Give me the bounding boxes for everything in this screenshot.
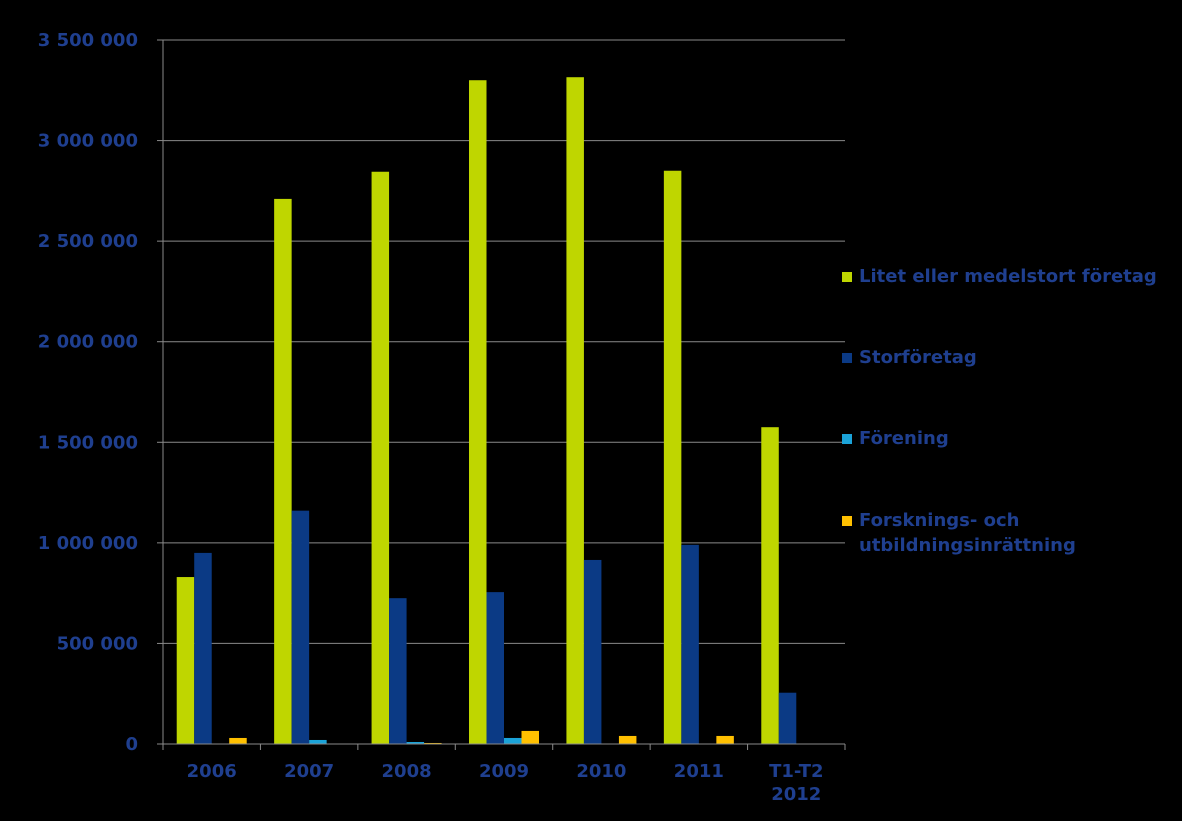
bar-1-1 — [291, 510, 310, 744]
y-tick-label: 0 — [125, 734, 138, 755]
y-tick-label: 3 000 000 — [38, 131, 138, 152]
bar-3-5 — [716, 735, 734, 744]
legend-label-large: Storföretag — [859, 347, 977, 368]
bar-1-4 — [583, 559, 602, 744]
x-tick-label: T1-T2 2012 — [769, 761, 823, 805]
y-axis-ticks: 0 500 000 1 000 000 1 500 000 2 000 000 2 500… — [38, 30, 138, 755]
bar-1-0 — [194, 552, 212, 744]
axes — [157, 39, 846, 750]
bar-0-0 — [176, 577, 195, 744]
bar-0-6 — [761, 427, 779, 744]
bar-0-4 — [566, 77, 584, 744]
y-tick-label: 500 000 — [57, 633, 138, 654]
legend-swatch-sme — [842, 272, 852, 282]
gridlines — [163, 39, 845, 644]
y-tick-label: 2 500 000 — [38, 231, 138, 252]
bar-3-2 — [424, 742, 442, 744]
legend-item-research: Forsknings- och utbildningsinrättning — [842, 508, 1076, 558]
bars — [176, 77, 797, 745]
legend-item-association: Förening — [842, 426, 949, 451]
bar-1-3 — [486, 592, 504, 744]
legend-swatch-research — [842, 516, 852, 526]
bar-3-3 — [521, 730, 539, 744]
legend-item-large: Storföretag — [842, 345, 977, 370]
y-tick-label: 3 500 000 — [38, 30, 138, 51]
bar-2-1 — [309, 739, 327, 744]
legend-swatch-large — [842, 353, 852, 363]
legend-label-sme: Litet eller medelstort företag — [859, 266, 1157, 287]
bar-0-1 — [274, 198, 292, 745]
x-tick-label: 2011 — [674, 761, 724, 782]
y-tick-label: 1 500 000 — [38, 432, 138, 453]
x-tick-label: 2010 — [576, 761, 626, 782]
bar-3-4 — [618, 735, 637, 744]
y-tick-label: 1 000 000 — [38, 533, 138, 554]
bar-2-2 — [406, 741, 425, 744]
bar-0-3 — [469, 80, 487, 744]
bar-1-5 — [681, 544, 699, 744]
y-tick-label: 2 000 000 — [38, 332, 138, 353]
bar-0-2 — [371, 171, 390, 745]
bar-0-5 — [663, 170, 682, 744]
x-axis-ticks: 2006 2007 2008 2009 2010 2011 T1-T2 2012 — [187, 761, 824, 805]
legend-label-research: Forsknings- och utbildningsinrättning — [859, 510, 1076, 556]
bar-1-6 — [778, 692, 797, 744]
bar-3-0 — [229, 737, 247, 744]
bar-1-2 — [389, 598, 407, 744]
x-tick-label: 2006 — [187, 761, 237, 782]
x-tick-label: 2009 — [479, 761, 529, 782]
legend-label-association: Förening — [859, 428, 949, 449]
legend-swatch-association — [842, 434, 852, 444]
legend-item-sme: Litet eller medelstort företag — [842, 264, 1157, 289]
x-tick-label: 2007 — [284, 761, 334, 782]
x-tick-label: 2008 — [382, 761, 432, 782]
bar-2-3 — [504, 737, 522, 744]
